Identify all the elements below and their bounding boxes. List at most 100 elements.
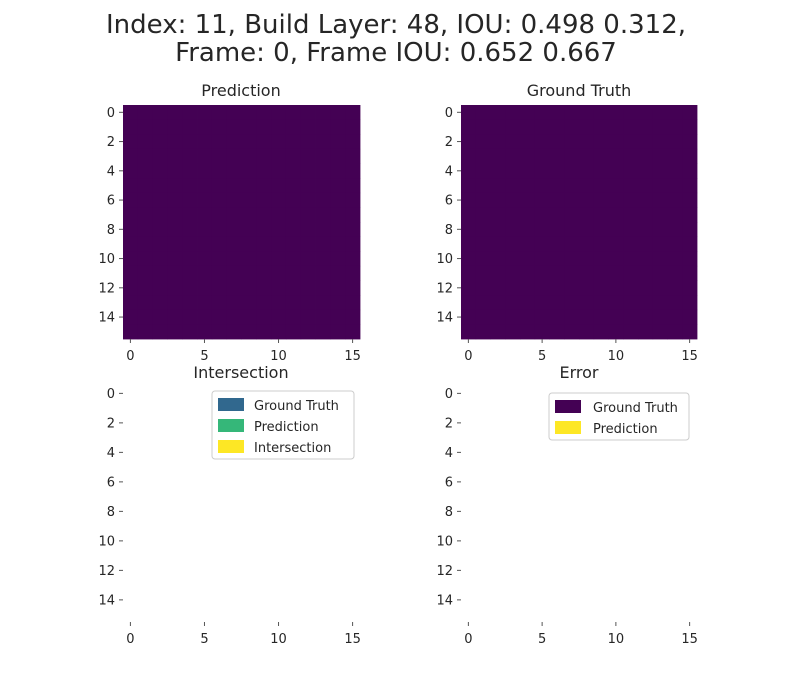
legend-swatch-error-prediction	[555, 421, 581, 434]
background-cell	[330, 192, 346, 208]
background-cell	[271, 295, 287, 311]
x-tick-label: 0	[126, 349, 134, 364]
background-cell	[667, 134, 683, 150]
background-cell	[593, 236, 609, 252]
background-cell	[241, 192, 257, 208]
background-cell	[330, 207, 346, 223]
background-cell	[520, 222, 536, 238]
background-cell	[256, 192, 272, 208]
background-cell	[330, 163, 346, 179]
background-cell	[564, 222, 580, 238]
background-cell	[285, 148, 302, 164]
background-cell	[137, 163, 154, 179]
background-cell	[182, 251, 198, 267]
background-cell	[211, 178, 228, 194]
background-cell	[564, 134, 580, 150]
background-cell	[285, 251, 302, 267]
x-tick-label: 0	[464, 349, 472, 364]
background-cell	[593, 119, 609, 135]
background-cell	[520, 207, 536, 223]
background-cell	[490, 178, 506, 194]
background-cell	[211, 148, 228, 164]
background-cell	[330, 105, 346, 121]
background-cell	[623, 222, 639, 238]
background-cell	[505, 309, 521, 325]
background-cell	[241, 178, 257, 194]
background-cell	[682, 309, 698, 325]
background-cell	[211, 105, 228, 121]
background-cell	[271, 265, 287, 281]
background-cell	[182, 295, 198, 311]
x-tick-label: 5	[538, 632, 546, 647]
background-cell	[652, 134, 668, 150]
y-tick-label: 12	[98, 564, 115, 579]
background-cell	[579, 265, 595, 281]
background-cell	[152, 134, 168, 150]
background-cell	[271, 134, 287, 150]
background-cell	[564, 280, 580, 296]
background-cell	[475, 148, 491, 164]
background-cell	[226, 309, 242, 325]
background-cell	[256, 265, 272, 281]
background-cell	[137, 105, 154, 121]
background-cell	[652, 236, 668, 252]
background-cell	[593, 280, 609, 296]
background-cell	[608, 236, 624, 252]
background-cell	[256, 280, 272, 296]
background-cell	[461, 295, 477, 311]
background-cell	[226, 105, 242, 121]
background-cell	[682, 148, 698, 164]
background-cell	[505, 105, 521, 121]
background-cell	[300, 192, 316, 208]
background-cell	[123, 236, 139, 252]
background-cell	[315, 119, 331, 135]
background-cell	[152, 148, 168, 164]
y-tick-label: 14	[436, 593, 453, 608]
background-cell	[211, 324, 228, 340]
background-cell	[211, 134, 228, 150]
background-cell	[285, 134, 302, 150]
background-cell	[608, 178, 624, 194]
background-cell	[211, 280, 228, 296]
background-cell	[520, 251, 536, 267]
background-cell	[345, 324, 361, 340]
background-cell	[211, 163, 228, 179]
background-cell	[490, 119, 506, 135]
background-cell	[579, 119, 595, 135]
background-cell	[330, 148, 346, 164]
background-cell	[549, 280, 565, 296]
background-cell	[315, 192, 331, 208]
background-cell	[137, 324, 154, 340]
background-cell	[137, 309, 154, 325]
background-cell	[682, 207, 698, 223]
y-tick-label: 10	[98, 252, 115, 267]
background-cell	[152, 251, 168, 267]
background-cell	[623, 207, 639, 223]
background-cell	[505, 207, 521, 223]
background-cell	[520, 295, 536, 311]
background-cell	[315, 207, 331, 223]
background-cell	[300, 222, 316, 238]
y-tick-label: 12	[436, 564, 453, 579]
y-tick-label: 8	[107, 223, 115, 238]
background-cell	[623, 105, 639, 121]
ground-truth-heatmap	[461, 105, 698, 340]
background-cell	[579, 251, 595, 267]
y-tick-label: 0	[445, 387, 453, 402]
background-cell	[182, 324, 198, 340]
background-cell	[197, 134, 213, 150]
x-tick-label: 10	[608, 632, 625, 647]
background-cell	[652, 163, 668, 179]
background-cell	[623, 163, 639, 179]
background-cell	[638, 148, 654, 164]
background-cell	[490, 207, 506, 223]
background-cell	[461, 119, 477, 135]
background-cell	[256, 251, 272, 267]
prediction-panel-title: Prediction	[201, 81, 280, 100]
background-cell	[197, 309, 213, 325]
background-cell	[505, 119, 521, 135]
background-cell	[520, 134, 536, 150]
background-cell	[123, 105, 139, 121]
background-cell	[197, 222, 213, 238]
legend-label-error-prediction: Prediction	[593, 422, 658, 437]
